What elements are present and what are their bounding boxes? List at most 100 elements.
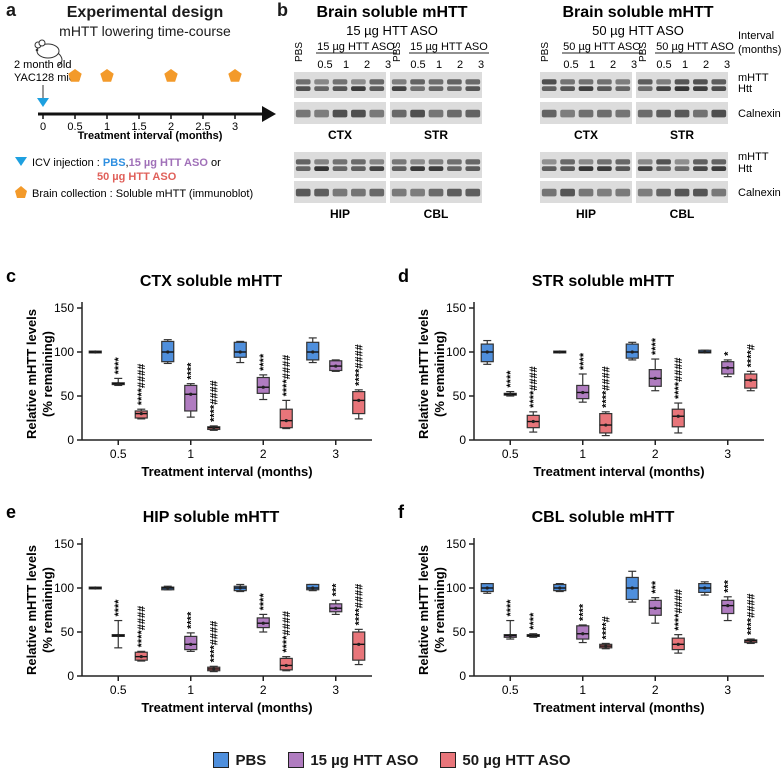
legend-pentagon-icon — [15, 186, 27, 198]
box-mean-dot — [357, 642, 361, 646]
x-tick-label: 2 — [260, 683, 267, 697]
lane-interval-label: 1 — [682, 59, 688, 71]
box-mean-dot — [212, 426, 216, 430]
brain-collection-pentagon-icon — [228, 69, 242, 82]
legend-icv-pbs: PBS — [103, 157, 126, 169]
timeline-tick-label: 0 — [40, 121, 46, 133]
lane-label-pbs: PBS — [540, 42, 551, 62]
blot-band-htt — [314, 86, 329, 91]
blot-band-htt — [541, 86, 557, 91]
box-mean-dot — [139, 655, 143, 659]
blot-band-calnexin — [314, 109, 329, 118]
blot-band-htt — [447, 166, 462, 171]
blot-band-calnexin — [447, 188, 462, 197]
blot-band-mhtt — [693, 159, 708, 165]
blot-band-htt — [693, 86, 708, 91]
blot-band-htt — [637, 86, 653, 91]
blot-band-calnexin — [428, 109, 444, 118]
panel-letter: c — [6, 266, 16, 286]
region-label: CBL — [424, 207, 449, 221]
blot-band-htt — [578, 166, 594, 171]
box-mean-dot — [284, 663, 288, 668]
y-axis-label-line: (% remaining) — [432, 331, 447, 417]
significance-label: ****# — [601, 616, 613, 639]
blot-band-calnexin — [578, 109, 594, 118]
blot-band-calnexin — [560, 188, 575, 197]
blot-band-calnexin — [711, 109, 727, 118]
lane-interval-label: 2 — [457, 59, 463, 71]
significance-label: **** — [505, 599, 517, 617]
blot-band-mhtt — [711, 159, 727, 165]
blot-band-calnexin — [693, 109, 708, 118]
significance-label: **** — [186, 611, 198, 629]
region-label: STR — [670, 128, 694, 142]
x-tick-label: 0.5 — [502, 447, 519, 461]
blot-band-calnexin — [637, 109, 653, 118]
blot-band-htt — [295, 86, 311, 91]
region-label: HIP — [330, 207, 350, 221]
y-tick-label: 0 — [67, 433, 74, 447]
legend-icv-sep: , — [126, 157, 129, 169]
mouse-label-line2: YAC128 mice — [14, 72, 80, 84]
y-axis-label-line: Relative mHTT levels — [416, 309, 431, 439]
blot-band-htt — [314, 166, 329, 171]
blot-band-calnexin — [656, 109, 671, 118]
blot-band-calnexin — [391, 188, 407, 197]
legend-item-aso50: 50 µg HTT ASO — [440, 752, 571, 769]
blot-band-htt — [447, 86, 462, 91]
box-mean-dot — [676, 414, 680, 418]
significance-label: **** — [258, 353, 270, 371]
box-mean-dot — [581, 632, 585, 636]
blot-band-mhtt — [560, 79, 575, 85]
significance-label: ****#### — [354, 344, 366, 386]
blot-band-calnexin — [541, 188, 557, 197]
legend-item-aso15: 15 µg HTT ASO — [288, 752, 418, 769]
region-label: CTX — [328, 128, 352, 142]
lane-interval-label: 3 — [724, 59, 730, 71]
blot-band-htt — [578, 86, 594, 91]
x-tick-label: 2 — [260, 447, 267, 461]
blot-band-mhtt — [693, 79, 708, 85]
significance-label: ****#### — [281, 355, 293, 397]
blot-band-htt — [615, 86, 631, 91]
timeline-axis-label: Treatment interval (months) — [78, 130, 223, 142]
blot-band-mhtt — [351, 159, 366, 165]
lane-interval-label: 2 — [610, 59, 616, 71]
timeline-tick-label: 1.5 — [131, 121, 146, 133]
blot-band-mhtt — [314, 159, 329, 165]
blot-band-htt — [711, 166, 727, 171]
timeline-tick-label: 0.5 — [67, 121, 82, 133]
significance-label: **** — [113, 599, 125, 617]
box-aso15 — [184, 384, 198, 412]
box-mean-dot — [508, 633, 512, 638]
significance-label: ****#### — [528, 366, 540, 408]
blot-band-htt — [391, 166, 407, 171]
timeline-tick-label: 2.5 — [195, 121, 210, 133]
blot-band-htt — [428, 166, 444, 171]
y-tick-label: 0 — [459, 669, 466, 683]
significance-label: ****#### — [673, 589, 685, 631]
x-tick-label: 3 — [332, 683, 339, 697]
blot-band-htt — [332, 166, 348, 171]
blot-band-calnexin — [447, 109, 462, 118]
legend-icv-15: 15 µg HTT ASO — [129, 157, 209, 169]
blot-band-htt — [560, 166, 575, 171]
lane-interval-label: 3 — [478, 59, 484, 71]
x-tick-label: 2 — [652, 447, 659, 461]
y-tick-label: 0 — [459, 433, 466, 447]
y-tick-label: 50 — [61, 625, 75, 639]
blot-band-mhtt — [711, 79, 727, 85]
y-tick-label: 0 — [67, 669, 74, 683]
mouse-label-line1: 2 month old — [14, 59, 71, 71]
lane-interval-label: 1 — [589, 59, 595, 71]
box-mean-dot — [189, 642, 193, 646]
legend-label-pbs: PBS — [235, 751, 267, 769]
band-label-htt: Htt — [738, 163, 752, 175]
y-tick-label: 150 — [446, 301, 466, 315]
lane-group-label: 50 µg HTT ASO — [656, 41, 734, 53]
box-mean-dot — [558, 586, 562, 590]
lane-interval-label: 1 — [436, 59, 442, 71]
blot-band-mhtt — [295, 79, 311, 85]
chart-title: CTX soluble mHTT — [140, 273, 282, 290]
